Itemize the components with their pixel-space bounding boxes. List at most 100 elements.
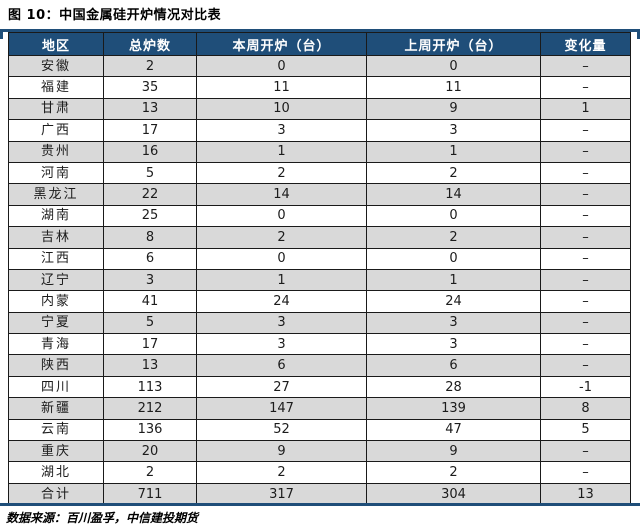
total-furnaces-cell: 25	[103, 204, 197, 228]
region-cell: 湖北	[8, 461, 104, 484]
change-cell: –	[540, 76, 631, 99]
change-cell: 8	[540, 397, 631, 420]
change-cell: 1	[540, 97, 631, 121]
data-source-note: 数据来源：百川盈孚，中信建投期货	[6, 511, 199, 525]
change-cell: 13	[540, 482, 631, 506]
table-row: 青海 17 3 3–	[8, 333, 631, 356]
table-row: 吉林 8 2 2–	[8, 226, 631, 249]
last-week-open-cell: 1	[366, 268, 541, 292]
this-week-open-cell: 10	[196, 97, 367, 121]
region-cell: 内蒙	[8, 290, 104, 313]
region-cell: 福建	[8, 76, 104, 99]
this-week-open-cell: 3	[196, 119, 367, 142]
last-week-open-cell: 3	[366, 333, 541, 356]
this-week-open-cell: 9	[196, 440, 367, 463]
total-furnaces-cell: 35	[103, 76, 197, 99]
total-row: 合计 711 317 304 13	[8, 482, 631, 506]
region-cell: 合计	[8, 482, 104, 506]
region-cell: 陕西	[8, 354, 104, 377]
top-rule	[0, 29, 640, 32]
table-row: 黑龙江 22 14 14–	[8, 183, 631, 206]
total-furnaces-cell: 17	[103, 119, 197, 142]
this-week-open-cell: 147	[196, 397, 367, 420]
table-row: 辽宁 3 1 1–	[8, 268, 631, 292]
change-cell: –	[540, 54, 631, 78]
this-week-open-cell: 27	[196, 375, 367, 399]
change-cell: 5	[540, 418, 631, 442]
change-cell: –	[540, 247, 631, 270]
region-cell: 贵州	[8, 140, 104, 163]
change-cell: –	[540, 140, 631, 163]
last-week-open-cell: 0	[366, 54, 541, 78]
total-furnaces-cell: 13	[103, 354, 197, 377]
top-rule-left-tick	[0, 29, 3, 39]
this-week-open-cell: 0	[196, 204, 367, 228]
last-week-open-cell: 139	[366, 397, 541, 420]
table-row: 安徽 2 0 0–	[8, 54, 631, 78]
total-furnaces-cell: 113	[103, 375, 197, 399]
change-cell: –	[540, 204, 631, 228]
top-rule-right-tick	[637, 29, 640, 39]
table-row: 福建 35 11 11–	[8, 76, 631, 99]
change-cell: –	[540, 461, 631, 484]
change-cell: –	[540, 161, 631, 185]
last-week-open-cell: 14	[366, 183, 541, 206]
total-furnaces-cell: 5	[103, 161, 197, 185]
change-cell: –	[540, 333, 631, 356]
this-week-open-cell: 1	[196, 268, 367, 292]
region-cell: 安徽	[8, 54, 104, 78]
table-body: 安徽 2 0 0– 福建 35 11 11– 甘肃 13 10 9 1 广西 17 3 3– 贵州 16 1 1– 河南 5…	[8, 54, 631, 506]
region-cell: 广西	[8, 119, 104, 142]
this-week-open-cell: 52	[196, 418, 367, 442]
last-week-open-cell: 304	[366, 482, 541, 506]
bottom-rule	[0, 503, 640, 506]
column-header-last-week-open-cell: 上周开炉（台）	[366, 32, 541, 56]
region-cell: 河南	[8, 161, 104, 185]
last-week-open-cell: 24	[366, 290, 541, 313]
region-cell: 湖南	[8, 204, 104, 228]
total-furnaces-cell: 6	[103, 247, 197, 270]
total-furnaces-cell: 16	[103, 140, 197, 163]
region-cell: 辽宁	[8, 268, 104, 292]
last-week-open-cell: 11	[366, 76, 541, 99]
this-week-open-cell: 24	[196, 290, 367, 313]
last-week-open-cell: 6	[366, 354, 541, 377]
change-cell: –	[540, 311, 631, 335]
region-cell: 云南	[8, 418, 104, 442]
last-week-open-cell: 1	[366, 140, 541, 163]
this-week-open-cell: 2	[196, 226, 367, 249]
change-cell: –	[540, 290, 631, 313]
table-row: 内蒙 41 24 24–	[8, 290, 631, 313]
furnace-comparison-table: 地区 总炉数 本周开炉（台） 上周开炉（台） 变化量 安徽 2 0 0– 福建 35 11 11– 甘肃…	[8, 32, 631, 506]
total-furnaces-cell: 13	[103, 97, 197, 121]
table-row: 新疆 212 147 139 8	[8, 397, 631, 420]
change-cell: -1	[540, 375, 631, 399]
total-furnaces-cell: 711	[103, 482, 197, 506]
last-week-open-cell: 9	[366, 440, 541, 463]
this-week-open-cell: 6	[196, 354, 367, 377]
total-furnaces-cell: 22	[103, 183, 197, 206]
last-week-open-cell: 0	[366, 247, 541, 270]
region-cell: 新疆	[8, 397, 104, 420]
last-week-open-cell: 0	[366, 204, 541, 228]
last-week-open-cell: 3	[366, 119, 541, 142]
total-furnaces-cell: 136	[103, 418, 197, 442]
change-cell: –	[540, 183, 631, 206]
table-row: 江西 6 0 0–	[8, 247, 631, 270]
change-cell: –	[540, 268, 631, 292]
change-cell: –	[540, 119, 631, 142]
this-week-open-cell: 317	[196, 482, 367, 506]
change-cell: –	[540, 440, 631, 463]
total-furnaces-cell: 5	[103, 311, 197, 335]
table-row: 甘肃 13 10 9 1	[8, 97, 631, 121]
region-cell: 重庆	[8, 440, 104, 463]
region-cell: 宁夏	[8, 311, 104, 335]
this-week-open-cell: 2	[196, 161, 367, 185]
table-row: 陕西 13 6 6–	[8, 354, 631, 377]
region-cell: 黑龙江	[8, 183, 104, 206]
this-week-open-cell: 3	[196, 311, 367, 335]
table-row: 河南 5 2 2–	[8, 161, 631, 185]
this-week-open-cell: 2	[196, 461, 367, 484]
table-header: 地区 总炉数 本周开炉（台） 上周开炉（台） 变化量	[8, 32, 631, 56]
table-row: 广西 17 3 3–	[8, 119, 631, 142]
